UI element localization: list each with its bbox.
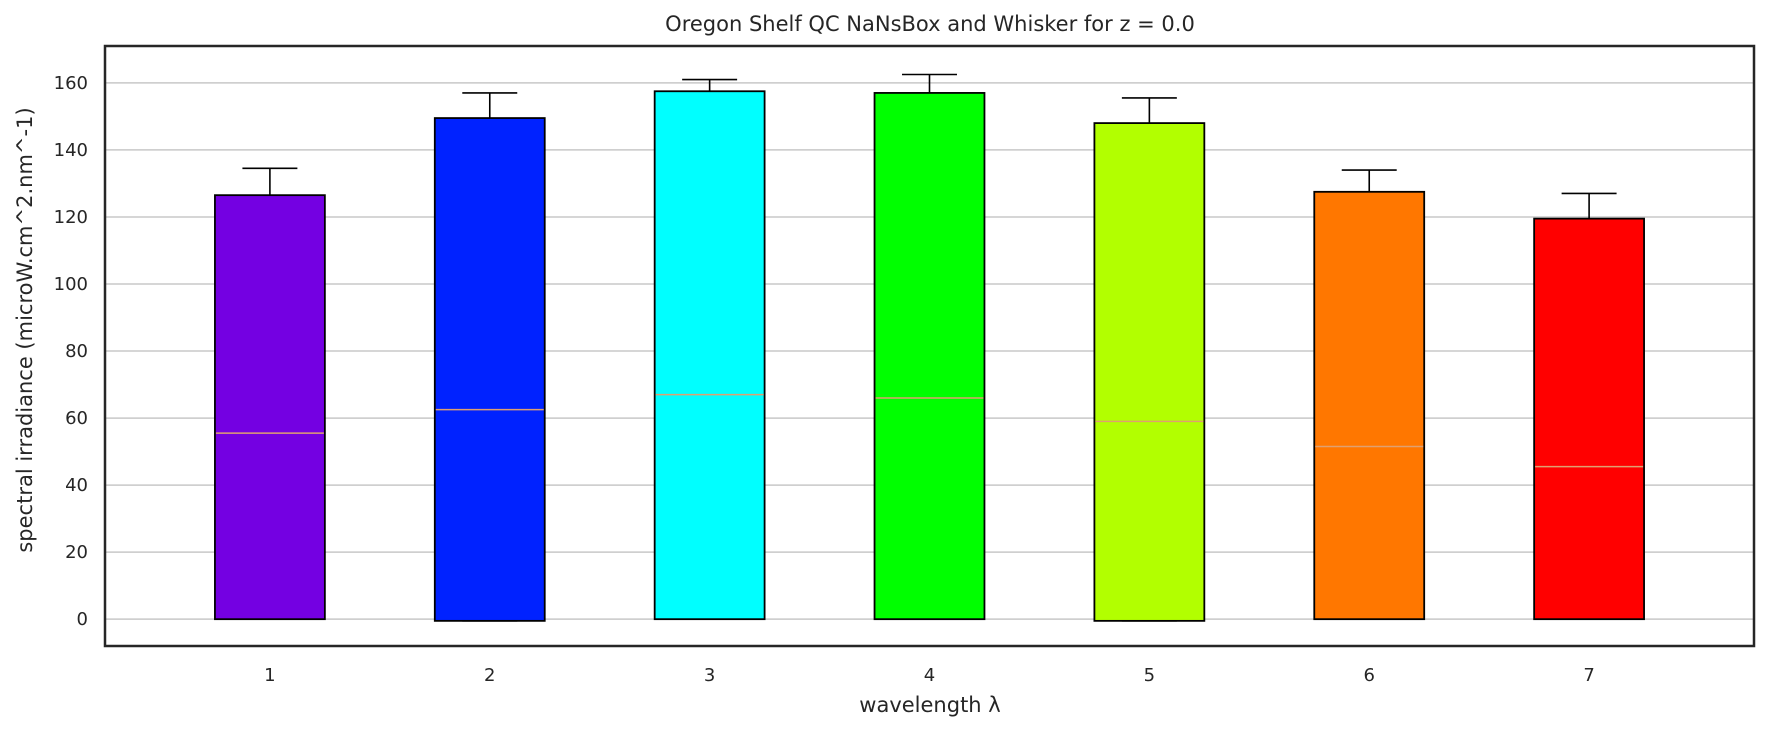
chart-title: Oregon Shelf QC NaNsBox and Whisker for … xyxy=(665,12,1195,36)
y-tick-label: 20 xyxy=(65,542,88,563)
x-tick-label: 6 xyxy=(1364,665,1375,686)
x-tick-label: 1 xyxy=(264,665,275,686)
box-3 xyxy=(653,78,766,621)
y-tick-label: 140 xyxy=(54,140,88,161)
y-tick-label: 40 xyxy=(65,475,88,496)
y-tick-label: 0 xyxy=(77,609,88,630)
plot-frame xyxy=(103,44,1756,648)
box-body xyxy=(214,194,326,621)
box-4 xyxy=(873,73,986,621)
x-tick-labels: 1 2 3 4 5 6 7 xyxy=(264,665,1595,686)
x-axis-label: wavelength λ xyxy=(859,693,1000,717)
box-body xyxy=(873,92,986,621)
box-body xyxy=(433,117,546,622)
y-tick-label: 60 xyxy=(65,408,88,429)
y-tick-label: 80 xyxy=(65,341,88,362)
y-axis-label: spectral irradiance (microW.cm^2.nm^-1) xyxy=(13,107,37,552)
box-5 xyxy=(1093,97,1206,622)
box-body xyxy=(1093,122,1206,622)
y-tick-label: 160 xyxy=(54,73,88,94)
box-body xyxy=(653,90,766,621)
x-tick-label: 3 xyxy=(704,665,715,686)
y-tick-label: 120 xyxy=(54,207,88,228)
x-tick-label: 2 xyxy=(484,665,495,686)
y-tick-label: 100 xyxy=(54,274,88,295)
box-6 xyxy=(1313,169,1426,621)
box-body xyxy=(1313,190,1426,621)
box-2 xyxy=(433,92,546,622)
boxes-layer xyxy=(214,73,1645,622)
box-body xyxy=(1533,217,1645,621)
box-7 xyxy=(1533,192,1645,621)
box-1 xyxy=(214,167,326,621)
x-tick-label: 7 xyxy=(1583,665,1594,686)
y-tick-labels: 0 20 40 60 80 100 120 140 160 xyxy=(54,73,88,630)
x-tick-label: 4 xyxy=(924,665,935,686)
x-tick-label: 5 xyxy=(1144,665,1155,686)
